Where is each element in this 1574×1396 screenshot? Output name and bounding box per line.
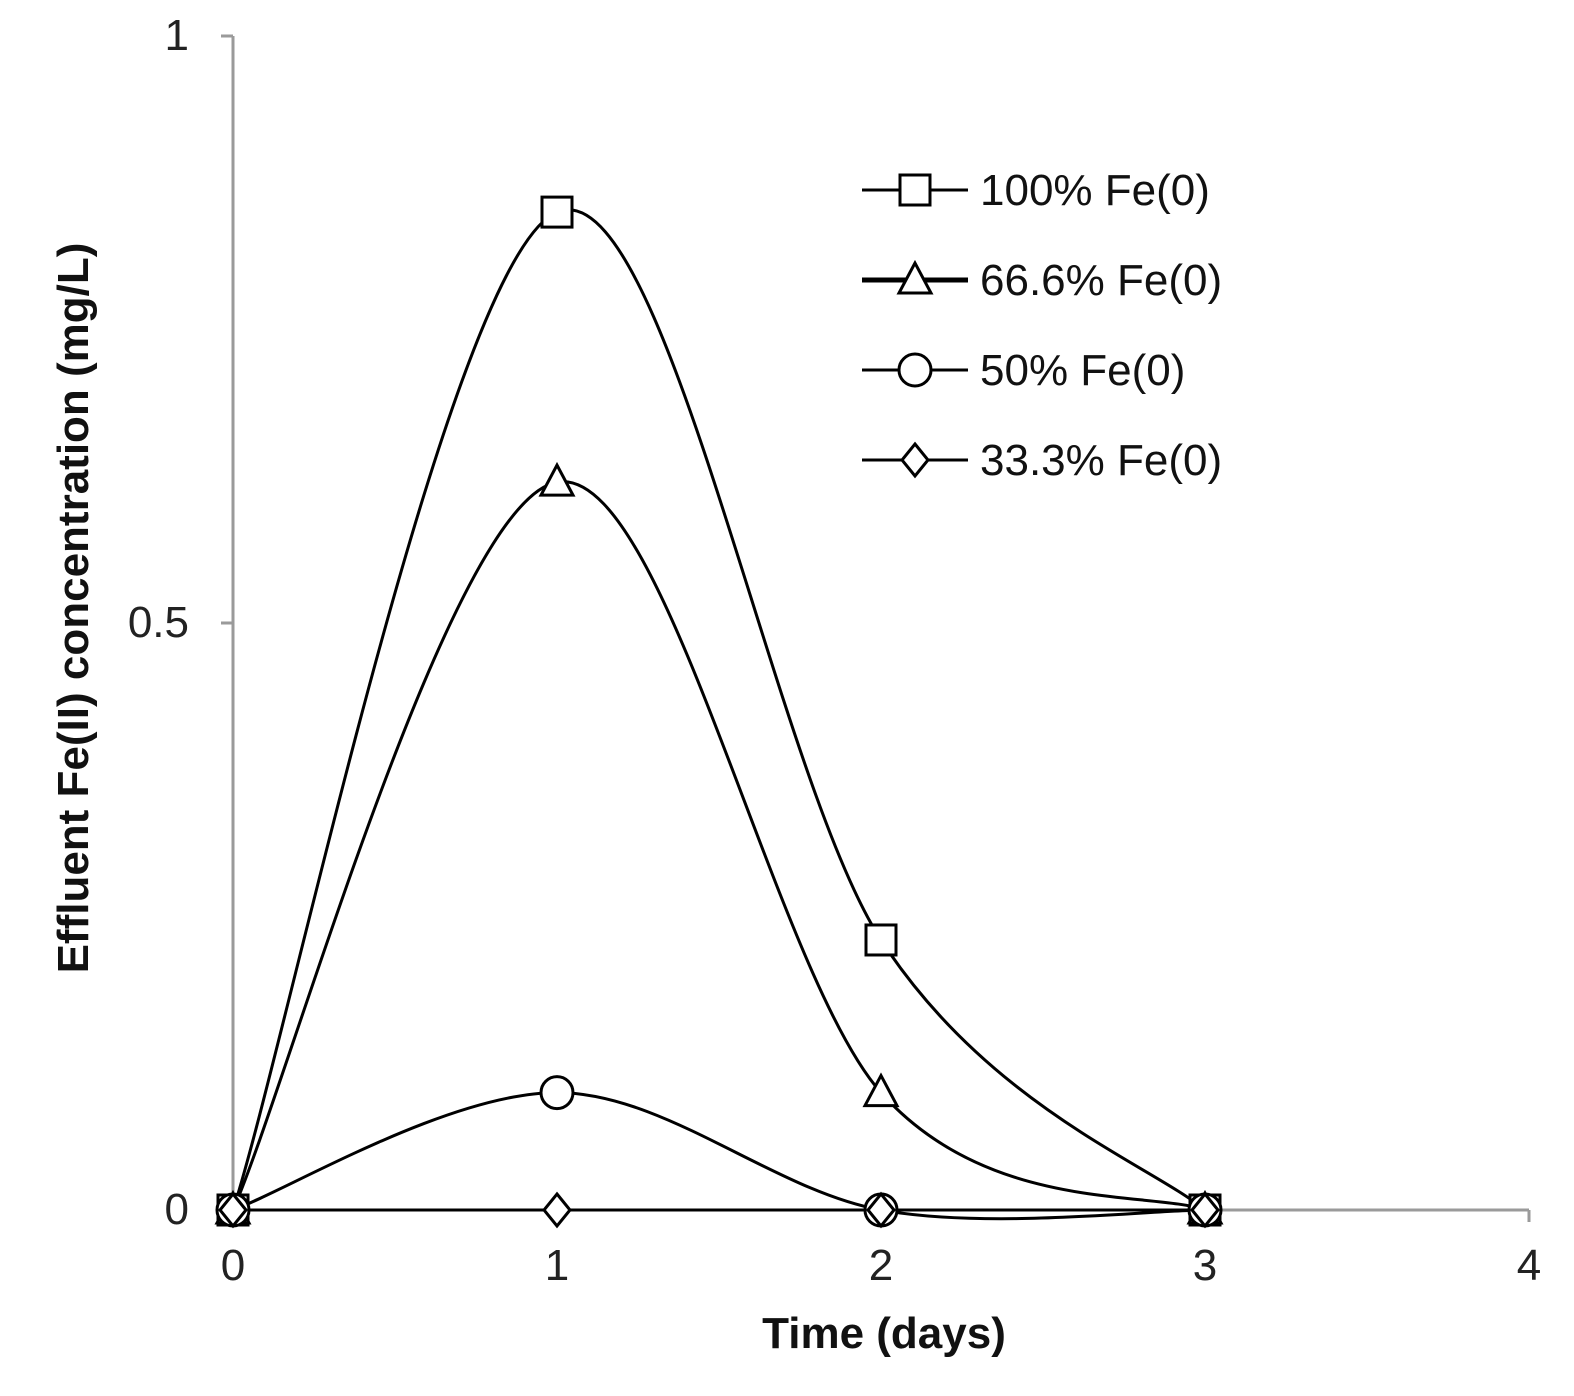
data-point-triangle	[862, 1072, 900, 1108]
x-tick-label: 1	[545, 1241, 569, 1290]
x-tick-label: 0	[221, 1241, 245, 1290]
data-point-square	[540, 195, 574, 229]
legend-item-triangle: 66.6% Fe(0)	[862, 256, 1222, 305]
y-axis-title: Effluent Fe(II) concentration (mg/L)	[49, 243, 98, 974]
legend-diamond-icon	[900, 441, 930, 479]
series-line-triangle	[231, 480, 1206, 1212]
y-tick-label: 1	[165, 11, 189, 60]
legend-label: 50% Fe(0)	[980, 346, 1185, 395]
data-point-diamond	[542, 1191, 572, 1229]
series-line-circle	[232, 1091, 1206, 1221]
y-tick-label: 0.5	[128, 598, 189, 647]
data-point-diamond	[1190, 1191, 1220, 1229]
legend: 100% Fe(0) 66.6% Fe(0) 50% Fe(0) 33.3% Fe(0…	[862, 166, 1222, 485]
legend-triangle-icon	[896, 259, 934, 295]
data-point-diamond	[218, 1191, 248, 1229]
data-point-diamond	[866, 1191, 896, 1229]
x-tick-label: 4	[1517, 1241, 1541, 1290]
data-point-triangle	[538, 461, 576, 497]
data-point-circle	[539, 1075, 575, 1111]
series-line-square	[231, 208, 1206, 1212]
legend-label: 66.6% Fe(0)	[980, 256, 1222, 305]
legend-item-diamond: 33.3% Fe(0)	[862, 436, 1222, 485]
legend-label: 33.3% Fe(0)	[980, 436, 1222, 485]
x-tick-label: 2	[869, 1241, 893, 1290]
y-tick-label: 0	[165, 1185, 189, 1234]
series-layer	[214, 195, 1224, 1229]
legend-item-circle: 50% Fe(0)	[862, 346, 1185, 395]
axes: 0 1 2 3 4 0 0.5 1	[128, 11, 1541, 1290]
x-tick-label: 3	[1193, 1241, 1217, 1290]
data-point-square	[864, 923, 898, 957]
legend-circle-icon	[897, 352, 933, 388]
legend-square-icon	[898, 173, 932, 207]
legend-label: 100% Fe(0)	[980, 166, 1210, 215]
legend-item-square: 100% Fe(0)	[862, 166, 1210, 215]
x-axis-title: Time (days)	[762, 1309, 1006, 1358]
